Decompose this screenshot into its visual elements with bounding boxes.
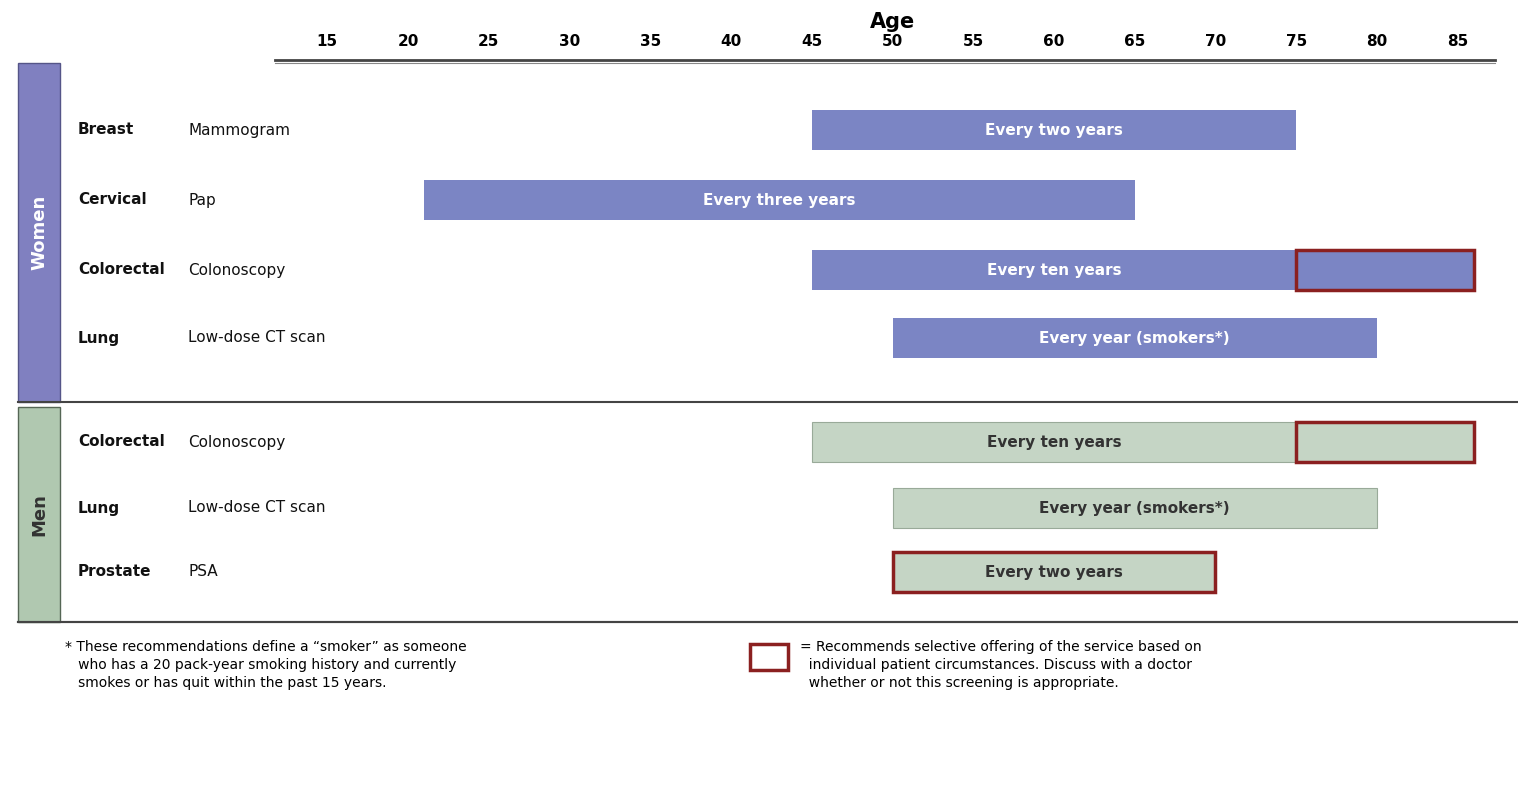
Text: 45: 45 xyxy=(802,35,823,50)
Bar xyxy=(1296,250,1474,290)
Text: 60: 60 xyxy=(1043,35,1064,50)
Text: 20: 20 xyxy=(398,35,419,50)
Text: Colonoscopy: Colonoscopy xyxy=(188,435,285,450)
Text: Colorectal: Colorectal xyxy=(77,435,165,450)
Text: 55: 55 xyxy=(962,35,984,50)
Text: whether or not this screening is appropriate.: whether or not this screening is appropr… xyxy=(800,676,1119,690)
Text: Low-dose CT scan: Low-dose CT scan xyxy=(188,330,325,345)
Text: 40: 40 xyxy=(721,35,742,50)
Text: 30: 30 xyxy=(559,35,580,50)
Text: Low-dose CT scan: Low-dose CT scan xyxy=(188,501,325,516)
Bar xyxy=(893,552,1216,592)
Text: Cervical: Cervical xyxy=(77,193,147,208)
Text: Lung: Lung xyxy=(77,501,120,516)
Text: 50: 50 xyxy=(882,35,903,50)
Text: 35: 35 xyxy=(639,35,660,50)
Text: smokes or has quit within the past 15 years.: smokes or has quit within the past 15 ye… xyxy=(65,676,387,690)
Bar xyxy=(812,422,1296,462)
Text: * These recommendations define a “smoker” as someone: * These recommendations define a “smoker… xyxy=(65,640,466,654)
Text: Colonoscopy: Colonoscopy xyxy=(188,262,285,277)
Text: Women: Women xyxy=(30,195,49,270)
Text: 15: 15 xyxy=(317,35,339,50)
Text: Breast: Breast xyxy=(77,122,134,137)
Bar xyxy=(1296,422,1474,462)
Text: 75: 75 xyxy=(1286,35,1307,50)
Text: Every year (smokers*): Every year (smokers*) xyxy=(1040,501,1230,516)
Bar xyxy=(18,63,61,402)
Bar xyxy=(812,250,1296,290)
Text: 65: 65 xyxy=(1123,35,1146,50)
Text: Lung: Lung xyxy=(77,330,120,345)
Text: individual patient circumstances. Discuss with a doctor: individual patient circumstances. Discus… xyxy=(800,658,1192,672)
Text: Every year (smokers*): Every year (smokers*) xyxy=(1040,330,1230,345)
Text: Every two years: Every two years xyxy=(985,565,1123,580)
Text: Colorectal: Colorectal xyxy=(77,262,165,277)
Bar xyxy=(61,407,1518,622)
Bar xyxy=(18,407,61,622)
Text: = Recommends selective offering of the service based on: = Recommends selective offering of the s… xyxy=(800,640,1202,654)
Text: 85: 85 xyxy=(1447,35,1468,50)
Text: 25: 25 xyxy=(478,35,499,50)
Bar xyxy=(61,63,1518,402)
Bar xyxy=(750,644,788,670)
Bar xyxy=(812,110,1296,150)
Bar xyxy=(893,318,1377,358)
Text: who has a 20 pack-year smoking history and currently: who has a 20 pack-year smoking history a… xyxy=(65,658,457,672)
Text: Every three years: Every three years xyxy=(703,193,856,208)
Text: Age: Age xyxy=(870,12,915,32)
Text: Prostate: Prostate xyxy=(77,565,152,580)
Text: 80: 80 xyxy=(1366,35,1387,50)
Bar xyxy=(424,180,1135,220)
Text: 70: 70 xyxy=(1205,35,1227,50)
Text: Every ten years: Every ten years xyxy=(987,435,1122,450)
Text: Every ten years: Every ten years xyxy=(987,262,1122,277)
Text: Men: Men xyxy=(30,493,49,536)
Text: Mammogram: Mammogram xyxy=(188,122,290,137)
Text: PSA: PSA xyxy=(188,565,217,580)
Bar xyxy=(893,488,1377,528)
Text: Pap: Pap xyxy=(188,193,216,208)
Text: Every two years: Every two years xyxy=(985,122,1123,137)
